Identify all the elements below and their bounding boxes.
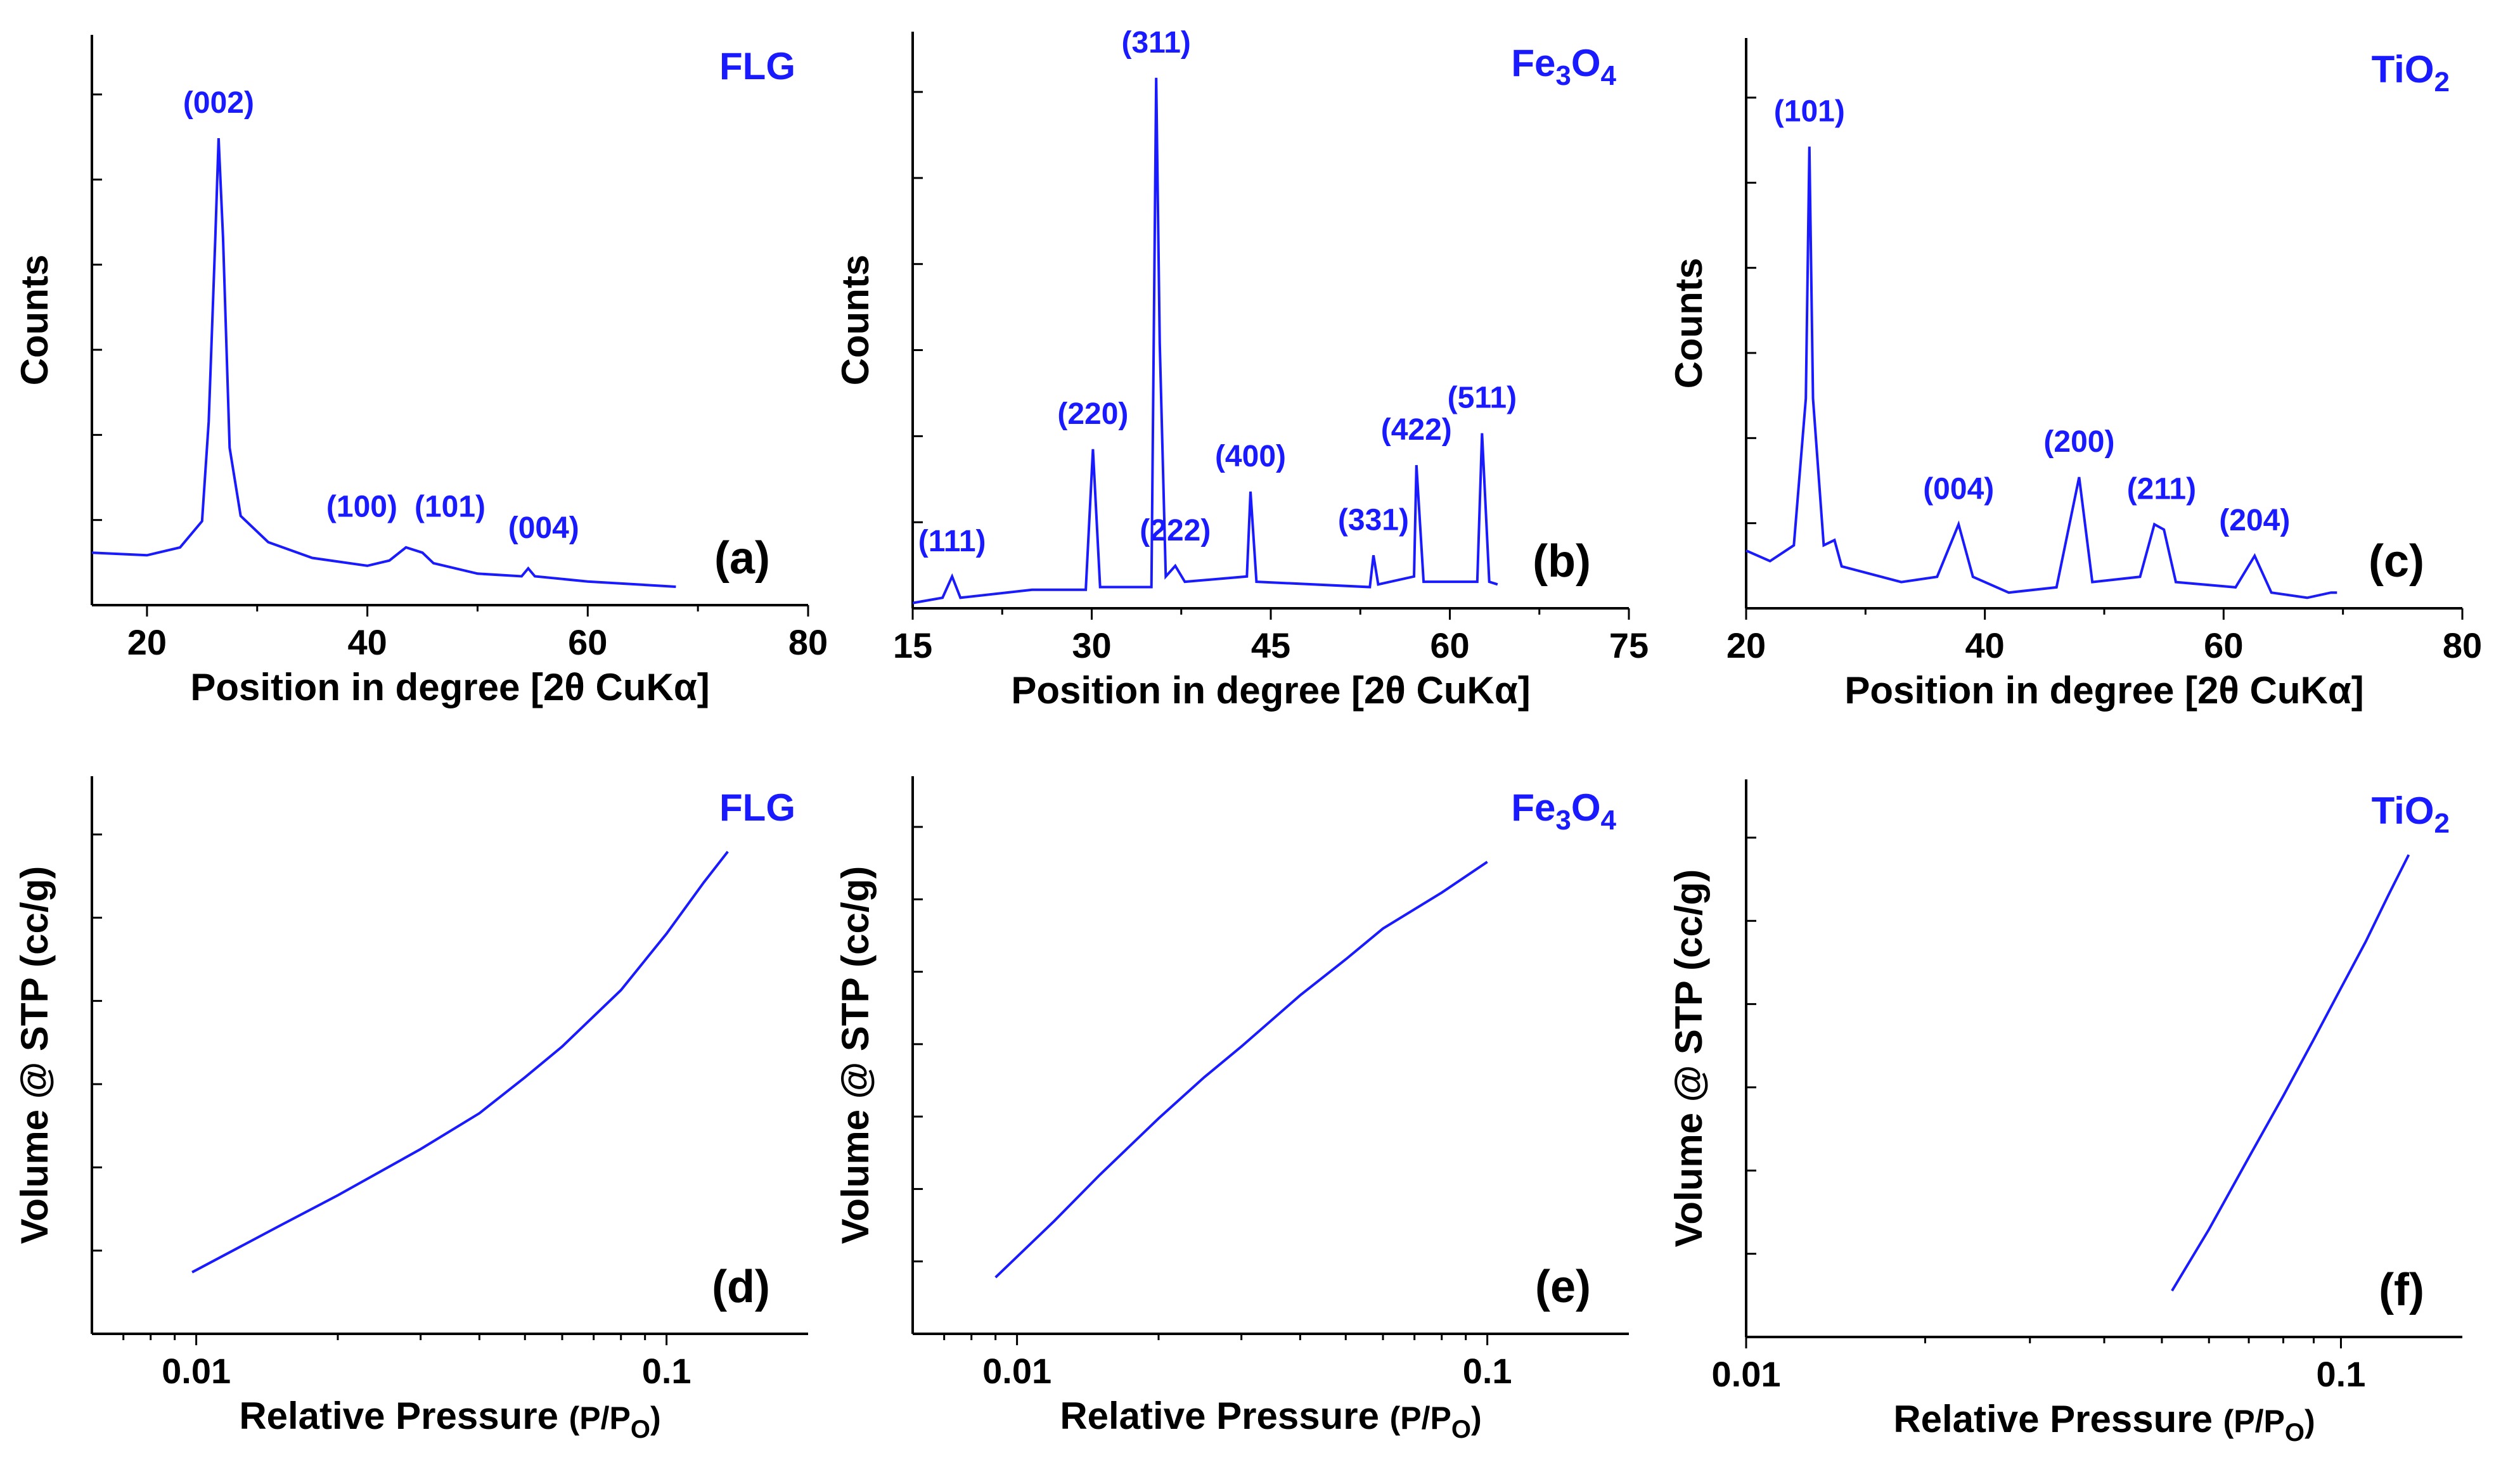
peak-label-b-5: (331) xyxy=(1338,503,1409,537)
x-tick-label-d-0: 0.01 xyxy=(162,1351,231,1391)
x-tick-label-d-1: 0.1 xyxy=(642,1351,691,1391)
x-tick-label-f-1: 0.1 xyxy=(2317,1354,2366,1394)
sample-label-sub: 3 xyxy=(1555,60,1571,91)
data-series-line-e xyxy=(994,860,1488,1279)
sample-label-tail: O xyxy=(1571,42,1601,84)
panel-label-c: (c) xyxy=(2369,536,2424,587)
x-tick-label-a-0: 20 xyxy=(127,622,167,662)
y-axis-title-e: Volume @ STP (cc/g) xyxy=(834,866,877,1244)
x-axis-title-text: Relative Pressure xyxy=(239,1395,558,1437)
peak-label-a-2: (101) xyxy=(415,490,485,524)
peak-label-a-0: (002) xyxy=(183,86,254,120)
x-axis-title-close: ) xyxy=(1471,1400,1482,1436)
peak-label-a-1: (100) xyxy=(326,490,397,524)
y-axis-title-b: Counts xyxy=(834,255,877,386)
sample-label-tail: O xyxy=(1571,786,1601,829)
sample-label-c: TiO2 xyxy=(2372,48,2450,98)
x-axis-title-e: Relative Pressure (P/PO) xyxy=(1060,1395,1481,1443)
sample-label-sub2: 4 xyxy=(1601,60,1617,91)
panel-label-e: (e) xyxy=(1535,1262,1591,1312)
x-axis-title-b: Position in degree [2θ CuKα] xyxy=(1011,669,1530,712)
x-axis-title-text: Position in degree [2θ CuKα] xyxy=(190,666,709,708)
x-axis-title-text: Relative Pressure xyxy=(1060,1395,1379,1437)
data-series-line-b xyxy=(912,77,1498,604)
x-axis-title-text: Position in degree [2θ CuKα] xyxy=(1844,669,2363,712)
x-tick-label-c-0: 20 xyxy=(1726,625,1766,665)
x-axis-title-sub: O xyxy=(631,1416,650,1443)
peak-label-b-6: (422) xyxy=(1381,413,1452,447)
x-tick-label-c-1: 40 xyxy=(1965,625,2005,665)
x-tick-label-c-3: 80 xyxy=(2443,625,2482,665)
sample-label-text: Fe xyxy=(1511,42,1555,84)
peak-label-b-7: (511) xyxy=(1448,381,1517,415)
x-axis-title-f: Relative Pressure (P/PO) xyxy=(1893,1398,2315,1447)
x-axis-title-a: Position in degree [2θ CuKα] xyxy=(190,666,709,708)
x-axis-title-space xyxy=(558,1395,569,1437)
sample-label-b: Fe3O4 xyxy=(1511,42,1616,91)
data-series-line-f xyxy=(2171,854,2410,1292)
peak-label-c-1: (004) xyxy=(1923,473,1994,506)
sample-label-e: Fe3O4 xyxy=(1511,786,1616,836)
panel-label-d: (d) xyxy=(712,1262,770,1312)
x-tick-label-b-1: 30 xyxy=(1072,625,1111,665)
x-axis-title-text: Position in degree [2θ CuKα] xyxy=(1011,669,1530,712)
x-tick-label-a-1: 40 xyxy=(347,622,387,662)
x-tick-label-b-2: 45 xyxy=(1251,625,1290,665)
sample-label-text: TiO xyxy=(2372,790,2434,832)
peak-label-a-3: (004) xyxy=(508,511,579,545)
x-tick-label-b-0: 15 xyxy=(893,625,932,665)
x-axis-title-c: Position in degree [2θ CuKα] xyxy=(1844,669,2363,712)
peak-label-c-3: (211) xyxy=(2127,473,2196,506)
peak-label-c-2: (200) xyxy=(2043,425,2114,459)
x-tick-label-b-4: 75 xyxy=(1609,625,1649,665)
x-tick-label-f-0: 0.01 xyxy=(1712,1354,1781,1394)
x-tick-label-a-2: 60 xyxy=(568,622,607,662)
peak-label-b-1: (220) xyxy=(1057,397,1128,431)
data-series-line-a xyxy=(91,138,676,588)
sample-label-d: FLG xyxy=(719,786,795,829)
x-tick-label-e-0: 0.01 xyxy=(982,1351,1051,1391)
x-tick-label-b-3: 60 xyxy=(1430,625,1469,665)
x-tick-label-e-1: 0.1 xyxy=(1463,1351,1512,1391)
panel-label-f: (f) xyxy=(2379,1265,2424,1315)
panel-label-b: (b) xyxy=(1533,536,1591,587)
y-axis-title-d: Volume @ STP (cc/g) xyxy=(13,866,56,1244)
data-series-line-d xyxy=(191,850,729,1274)
x-axis-title-tail: (P/P xyxy=(1390,1400,1451,1436)
sample-label-sub: 2 xyxy=(2434,67,2450,98)
x-axis-title-space xyxy=(2213,1398,2223,1440)
panel-label-a: (a) xyxy=(714,533,770,584)
sample-label-text: TiO xyxy=(2372,48,2434,91)
sample-label-sub: 2 xyxy=(2434,808,2450,839)
peak-label-b-3: (222) xyxy=(1140,514,1211,547)
sample-label-sub: 3 xyxy=(1555,805,1571,836)
peak-label-b-4: (400) xyxy=(1215,440,1286,473)
sample-label-f: TiO2 xyxy=(2372,790,2450,839)
sample-label-text: Fe xyxy=(1511,786,1555,829)
x-axis-title-close: ) xyxy=(650,1400,661,1436)
x-axis-title-space xyxy=(1379,1395,1390,1437)
x-axis-title-d: Relative Pressure (P/PO) xyxy=(239,1395,660,1443)
y-axis-title-a: Counts xyxy=(13,255,56,386)
sample-label-text: FLG xyxy=(719,786,795,829)
x-axis-title-close: ) xyxy=(2305,1404,2315,1439)
sample-label-a: FLG xyxy=(719,45,795,87)
data-series-line-c xyxy=(1746,146,2337,599)
x-axis-title-sub: O xyxy=(1451,1416,1471,1443)
sample-label-text: FLG xyxy=(719,45,795,87)
peak-label-c-0: (101) xyxy=(1774,94,1845,128)
x-tick-label-c-2: 60 xyxy=(2204,625,2243,665)
sample-label-sub2: 4 xyxy=(1601,805,1617,836)
x-axis-title-tail: (P/P xyxy=(2223,1404,2285,1439)
x-axis-title-tail: (P/P xyxy=(569,1400,631,1436)
peak-label-c-4: (204) xyxy=(2219,504,2290,537)
peak-label-b-0: (111) xyxy=(918,525,986,558)
x-axis-title-text: Relative Pressure xyxy=(1893,1398,2213,1440)
y-axis-title-c: Counts xyxy=(1668,258,1710,389)
peak-label-b-2: (311) xyxy=(1121,26,1190,60)
y-axis-title-f: Volume @ STP (cc/g) xyxy=(1668,869,1710,1247)
x-tick-label-a-3: 80 xyxy=(788,622,828,662)
x-axis-title-sub: O xyxy=(2285,1419,2305,1447)
